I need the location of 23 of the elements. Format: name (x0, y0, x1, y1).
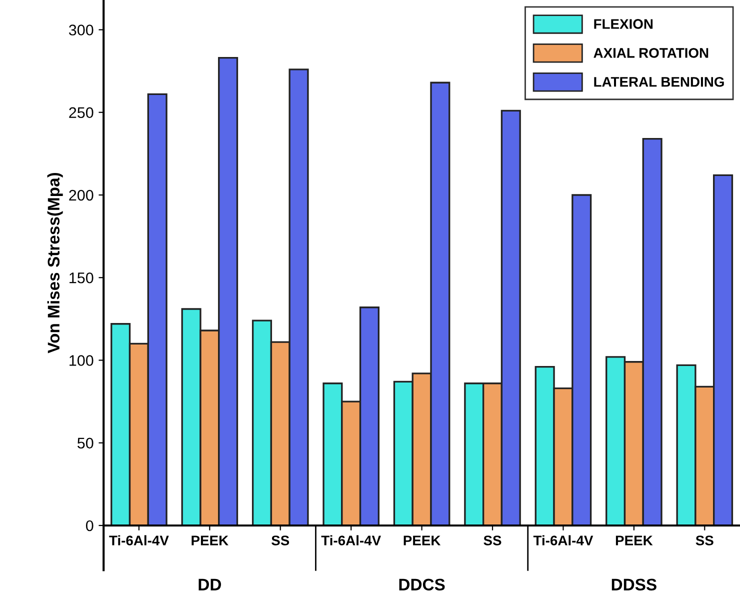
text: DD (198, 578, 221, 590)
y-tick-label: 50 (77, 438, 94, 449)
y-axis-title: Von Mises Stress(Mpa) (47, 172, 63, 354)
x-tick-label: PEEK (616, 536, 653, 546)
y-tick-label: 250 (69, 107, 94, 118)
legend-label: LATERAL BENDING (594, 76, 724, 87)
y-tick-label: 200 (69, 190, 94, 201)
x-tick-label: SS (484, 536, 502, 546)
x-tick-label: Ti-6Al-4V (109, 535, 169, 546)
x-tick-label: SS (696, 536, 714, 546)
y-tick-label: 100 (70, 355, 94, 366)
x-tick-label: Ti-6Al-4V (533, 535, 594, 546)
x-tick-label: PEEK (404, 536, 441, 546)
legend-label: FLEXION (594, 19, 653, 29)
x-tick-label: PEEK (192, 536, 228, 546)
y-tick-label: 300 (68, 24, 94, 36)
x-tick-label: SS (272, 536, 290, 546)
y-tick-label: 150 (70, 272, 94, 284)
legend-label: AXIAL ROTATION (594, 48, 708, 58)
x-tick-label: Ti-6Al-4V (321, 535, 381, 546)
text: DDSS (612, 578, 656, 590)
text: DDCS (399, 578, 445, 590)
y-tick-label: 0 (86, 520, 94, 532)
